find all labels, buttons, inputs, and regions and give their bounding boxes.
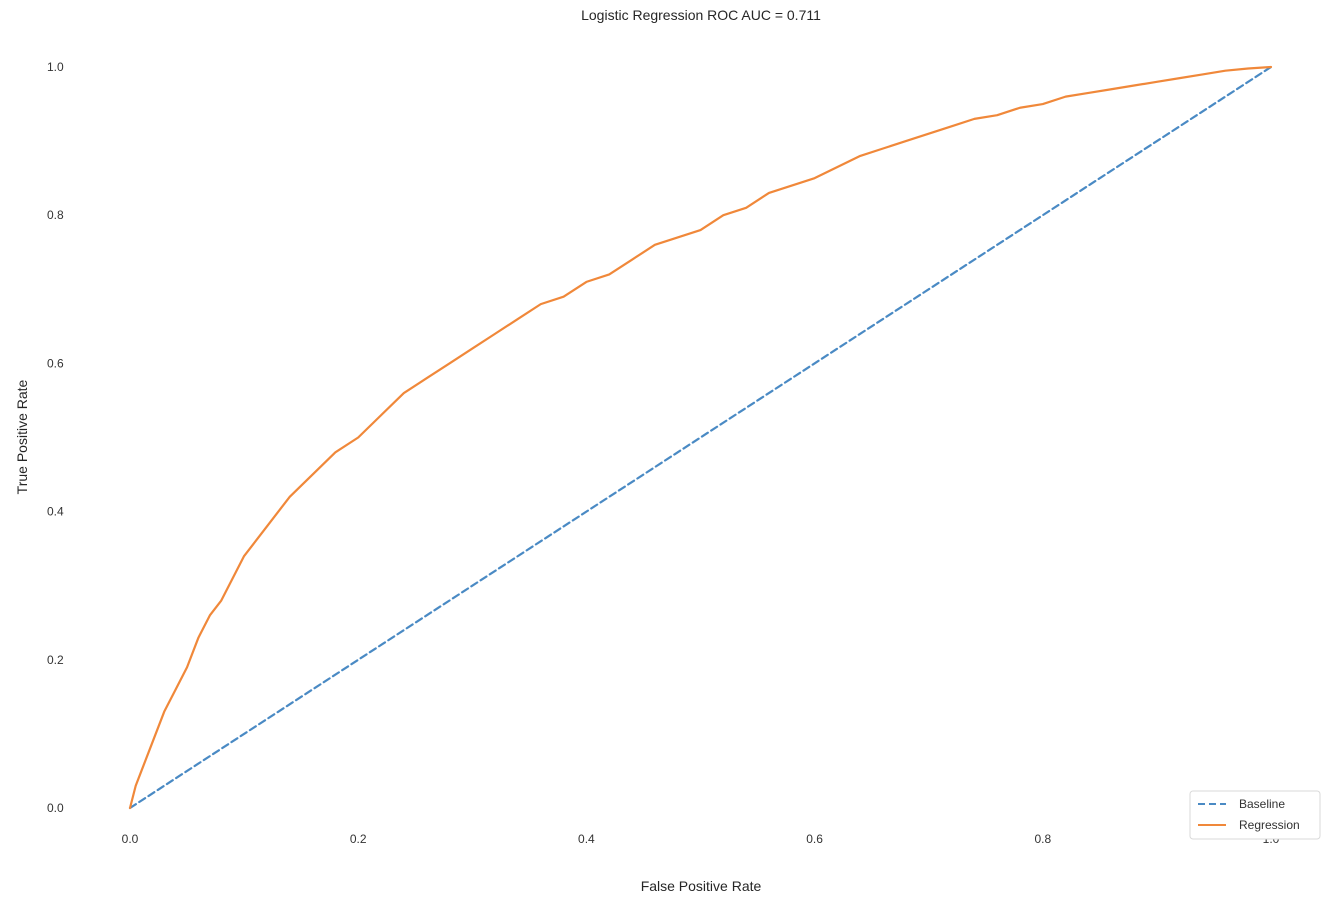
y-tick-label: 0.0 <box>47 801 64 815</box>
legend-label-baseline: Baseline <box>1239 797 1285 811</box>
x-axis-label: False Positive Rate <box>641 878 762 894</box>
x-tick-label: 0.6 <box>806 832 823 846</box>
y-tick-label: 1.0 <box>47 60 64 74</box>
x-axis-ticks: 0.00.20.40.60.81.0 <box>122 832 1280 846</box>
x-tick-label: 0.2 <box>350 832 367 846</box>
x-tick-label: 0.0 <box>122 832 139 846</box>
chart-title: Logistic Regression ROC AUC = 0.711 <box>581 7 821 23</box>
y-axis-label: True Positive Rate <box>14 379 30 494</box>
y-axis-ticks: 0.0 0.2 0.4 0.6 0.8 1.0 <box>47 60 64 815</box>
y-tick-label: 0.8 <box>47 208 64 222</box>
x-tick-label: 0.4 <box>578 832 595 846</box>
y-tick-label: 0.6 <box>47 356 64 370</box>
x-tick-label: 0.8 <box>1034 832 1051 846</box>
y-tick-label: 0.2 <box>47 653 64 667</box>
series-line-regression <box>128 65 1273 810</box>
plot-area <box>128 65 1273 810</box>
legend: Baseline Regression <box>1189 790 1321 840</box>
series-line-baseline <box>128 65 1273 810</box>
y-tick-label: 0.4 <box>47 505 64 519</box>
legend-label-regression: Regression <box>1239 818 1300 832</box>
